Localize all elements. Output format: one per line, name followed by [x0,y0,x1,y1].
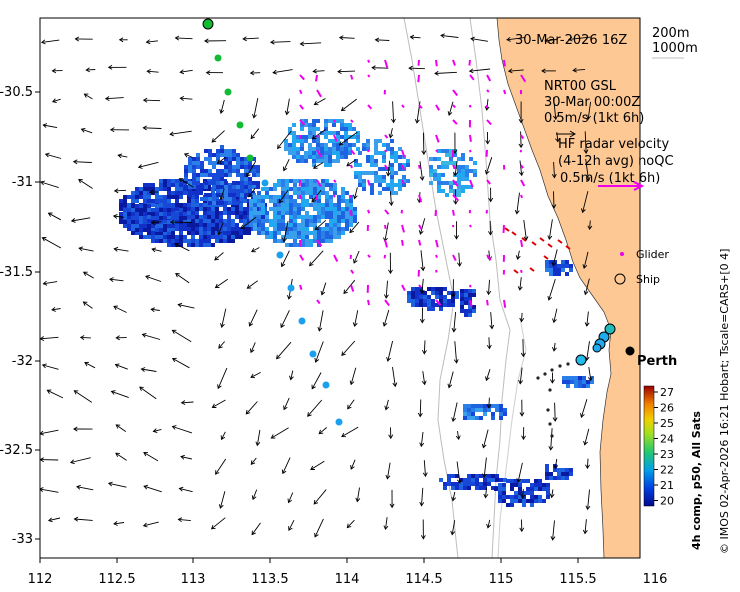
radar-vectors [298,59,527,308]
drifter-track [202,18,343,426]
colorbar-tick: 21 [660,479,674,492]
colorbar-title: 4h comp, p50, All Sats [690,411,703,550]
isobath-label-1000m: 1000m [652,41,698,56]
y-tick-label: -30.5 [0,85,33,100]
isobath-extra [497,317,527,558]
y-tick-label: -32 [12,354,33,369]
colorbar-tick: 20 [660,495,674,508]
legend-ship: Ship [636,273,660,286]
current-vectors [40,33,593,541]
isobath-label-200m: 200m [652,26,689,41]
x-tick-label: 115.5 [559,572,596,587]
x-tick-label: 113 [181,572,206,587]
credit-line: © IMOS 02-Apr-2026 16:21 Hobart; Tscale=… [718,249,731,554]
x-tick-label: 112.5 [98,572,135,587]
colorbar-tick: 23 [660,448,674,461]
header-datetime: 30-Mar-2026 16Z [515,33,627,48]
perth-marker [625,346,635,356]
x-tick-label: 112 [28,572,53,587]
isobath-200m [469,18,511,558]
glider-track [536,362,570,438]
colorbar-tick: 25 [660,417,674,430]
plot-frame [39,17,641,559]
y-axis: -30.5 -31 -31.5 -32 -32.5 -33 [0,85,40,547]
colorbar-tick: 22 [660,464,674,477]
ship-markers [575,323,635,366]
hf-line-2: (4-12h avg) noQC [558,154,674,169]
y-tick-label: -31 [12,175,33,190]
legend-glider: Glider [636,248,669,261]
colorbar: 27 26 25 24 23 22 21 20 4h comp, p50, All Sats [643,385,703,550]
nrt-line-1: NRT00 GSL [544,79,617,94]
city-label-perth: Perth [637,354,677,369]
x-tick-label: 113.5 [251,572,288,587]
sst-patches [119,119,594,507]
hf-line-3: 0.5m/s (1kt 6h) [560,171,660,186]
isobath-1000m [403,18,459,558]
x-axis: 112 112.5 113 113.5 114 114.5 115 115.5 116 [28,558,668,587]
y-tick-label: -31.5 [0,265,33,280]
colorbar-tick: 24 [660,433,674,446]
x-tick-label: 114 [335,572,360,587]
y-tick-label: -33 [12,532,33,547]
colorbar-tick: 27 [660,386,674,399]
y-tick-label: -32.5 [0,443,33,458]
nrt-line-3: 0.5m/s (1kt 6h) [544,111,644,126]
land-mass [496,18,640,558]
nrt-line-2: 30-Mar 00:00Z [544,95,640,110]
hf-radar-vectors [504,227,571,274]
hf-line-1: HF radar velocity [558,137,670,152]
x-tick-label: 116 [643,572,668,587]
colorbar-tick: 26 [660,402,674,415]
x-tick-label: 114.5 [405,572,442,587]
x-tick-label: 115 [489,572,514,587]
